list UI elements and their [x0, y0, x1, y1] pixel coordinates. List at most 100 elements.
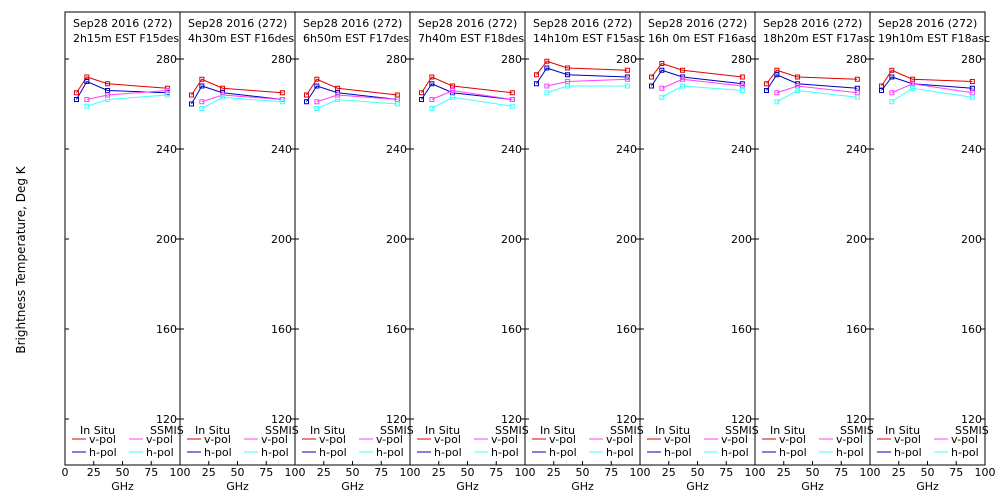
data-point-ssmis-vpol — [429, 97, 435, 102]
y-tick-label: 160 — [156, 323, 177, 336]
data-point-ssmis-vpol — [314, 99, 320, 105]
series-line-ssmis-vpol — [86, 90, 168, 100]
legend-in-situ-heading: In Situ — [655, 424, 690, 437]
data-point-ssmis-hpol — [854, 94, 860, 100]
data-point-ssmis-vpol — [509, 97, 515, 102]
data-point-ssmis-hpol — [910, 85, 916, 91]
legend-ssmis-heading: SSMIS — [380, 424, 414, 437]
x-tick-label: 25 — [202, 466, 216, 479]
legend-ssmis-heading: SSMIS — [495, 424, 529, 437]
legend-label-insitu-hpol: h-pol — [204, 446, 232, 459]
x-tick-label: 100 — [400, 466, 421, 479]
panel-6: Sep28 2016 (272) 16h 0m EST F16asc 120 160 2… — [639, 11, 766, 493]
y-tick-label: 280 — [846, 53, 867, 66]
series-line-ssmis-hpol — [201, 96, 283, 109]
y-tick-label: 120 — [731, 413, 752, 426]
legend-in-situ-heading: In Situ — [770, 424, 805, 437]
panel-title-date: Sep28 2016 (272) — [878, 17, 977, 30]
data-point-insitu-hpol — [74, 97, 79, 102]
y-tick-label: 240 — [616, 143, 637, 156]
data-point-insitu-hpol — [534, 81, 539, 87]
y-tick-label: 240 — [271, 143, 292, 156]
data-point-ssmis-hpol — [739, 88, 745, 93]
x-tick-label: 50 — [116, 466, 130, 479]
y-tick-label: 160 — [846, 323, 867, 336]
series-line-ssmis-hpol — [891, 87, 973, 103]
legend-label-ssmis-vpol: v-pol — [721, 433, 748, 446]
x-tick-label: 25 — [317, 466, 331, 479]
legend-label-insitu-vpol: v-pol — [664, 433, 691, 446]
y-tick-label: 240 — [386, 143, 407, 156]
x-tick-label: 25 — [662, 466, 676, 479]
panel-7: Sep28 2016 (272) 18h20m EST F17asc 120 160 2… — [754, 11, 881, 493]
data-point-ssmis-vpol — [450, 88, 456, 93]
legend-label-ssmis-hpol: h-pol — [261, 446, 289, 459]
x-tick-label: 50 — [231, 466, 245, 479]
x-tick-label: 75 — [489, 466, 503, 479]
x-axis-label: GHz — [916, 480, 939, 493]
data-point-insitu-hpol — [84, 79, 90, 84]
x-tick-label: 100 — [860, 466, 881, 479]
panel-title-date: Sep28 2016 (272) — [73, 17, 172, 30]
panel-8: Sep28 2016 (272) 19h10m EST F18asc 120 160 2… — [869, 11, 996, 493]
y-tick-label: 160 — [616, 323, 637, 336]
panel-title-date: Sep28 2016 (272) — [303, 17, 402, 30]
y-tick-label: 240 — [846, 143, 867, 156]
panel-title-date: Sep28 2016 (272) — [763, 17, 862, 30]
data-point-ssmis-hpol — [889, 99, 895, 105]
y-tick-label: 280 — [501, 53, 522, 66]
data-point-ssmis-vpol — [199, 99, 205, 105]
panel-5: Sep28 2016 (272) 14h10m EST F15asc 120 160 2… — [524, 11, 651, 493]
series-line-insitu-vpol — [766, 69, 858, 85]
legend-ssmis-heading: SSMIS — [955, 424, 989, 437]
data-point-ssmis-hpol — [624, 83, 630, 89]
legend-in-situ-heading: In Situ — [80, 424, 115, 437]
y-tick-label: 200 — [386, 233, 407, 246]
series-line-insitu-vpol — [536, 60, 628, 76]
y-tick-label: 120 — [846, 413, 867, 426]
data-point-ssmis-hpol — [565, 83, 571, 89]
series-line-ssmis-vpol — [891, 83, 973, 94]
legend-in-situ-heading: In Situ — [425, 424, 460, 437]
panel-title-time: 2h15m EST F15des — [73, 32, 179, 45]
legend-ssmis-heading: SSMIS — [840, 424, 874, 437]
series-line-ssmis-vpol — [431, 89, 513, 100]
y-tick-label: 120 — [501, 413, 522, 426]
data-point-ssmis-hpol — [199, 106, 205, 111]
data-point-insitu-vpol — [314, 76, 320, 82]
series-line-insitu-hpol — [536, 67, 628, 85]
legend-label-insitu-vpol: v-pol — [204, 433, 231, 446]
data-point-insitu-vpol — [199, 76, 205, 82]
x-tick-label: 100 — [630, 466, 651, 479]
data-point-ssmis-hpol — [314, 106, 320, 111]
data-point-ssmis-hpol — [279, 99, 285, 105]
legend-label-ssmis-hpol: h-pol — [491, 446, 519, 459]
x-tick-label: 25 — [87, 466, 101, 479]
data-point-insitu-vpol — [429, 74, 435, 80]
data-point-ssmis-hpol — [164, 92, 170, 98]
legend-label-ssmis-vpol: v-pol — [836, 433, 863, 446]
legend-label-insitu-hpol: h-pol — [549, 446, 577, 459]
data-point-insitu-vpol — [624, 67, 630, 73]
y-tick-label: 240 — [961, 143, 982, 156]
y-tick-label: 280 — [961, 53, 982, 66]
x-axis-label: GHz — [456, 480, 479, 493]
data-point-ssmis-hpol — [429, 106, 435, 111]
series-line-ssmis-hpol — [776, 89, 858, 103]
data-point-ssmis-hpol — [969, 94, 975, 100]
y-tick-label: 200 — [501, 233, 522, 246]
series-line-insitu-hpol — [881, 76, 973, 91]
data-point-ssmis-vpol — [889, 90, 895, 96]
legend-label-ssmis-hpol: h-pol — [376, 446, 404, 459]
data-point-ssmis-vpol — [774, 90, 780, 96]
x-tick-label: 75 — [949, 466, 963, 479]
x-tick-label: 25 — [892, 466, 906, 479]
data-point-insitu-hpol — [764, 88, 769, 93]
data-point-insitu-vpol — [680, 67, 686, 73]
data-point-insitu-hpol — [774, 72, 780, 78]
data-point-insitu-vpol — [739, 74, 745, 80]
